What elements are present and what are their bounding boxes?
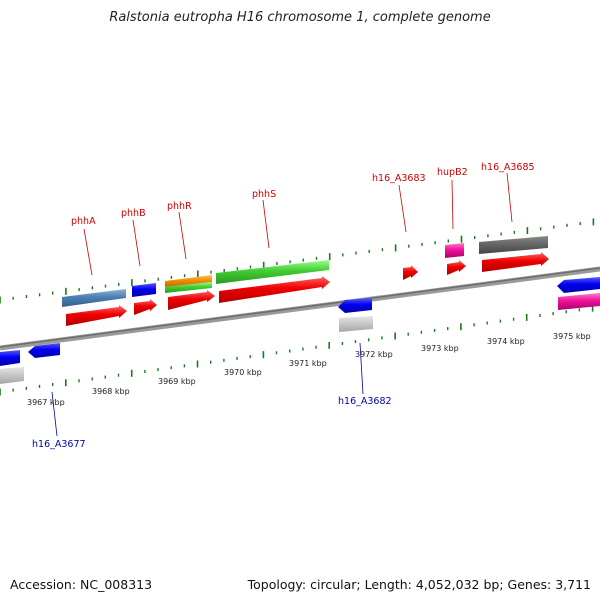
reverse-arrow-A3677 xyxy=(28,343,60,358)
scale-label-3968: 3968 kbp xyxy=(92,387,130,396)
top-scale-ticks xyxy=(0,218,595,304)
forward-arrow-phhA xyxy=(66,305,127,326)
forward-strand-outer-row xyxy=(62,236,548,307)
forward-arrow-A3683 xyxy=(403,265,418,280)
genome-title: Ralstonia eutropha H16 chromosome 1, com… xyxy=(109,10,491,25)
scale-label-3975: 3975 kbp xyxy=(553,332,591,341)
accession-label: Accession: NC_008313 xyxy=(10,577,153,592)
gene-label-phhS[interactable]: phhS xyxy=(252,189,276,200)
scale-label-3974: 3974 kbp xyxy=(487,337,525,346)
gene-label-h16-A3685[interactable]: h16_A3685 xyxy=(481,162,535,173)
reverse-arrow-left xyxy=(0,350,20,366)
top-label-leaders xyxy=(83,172,513,276)
gene-block-dark xyxy=(479,236,548,254)
gene-block-orange xyxy=(165,275,212,287)
top-gene-labels: phhA phhB phhR phhS h16_A3683 hupB2 h16_… xyxy=(71,162,535,227)
forward-arrow-phhS xyxy=(219,276,330,303)
forward-arrow-phhB xyxy=(134,299,157,315)
gene-label-phhA[interactable]: phhA xyxy=(71,216,96,227)
forward-arrow-phhR xyxy=(168,290,215,310)
gene-block-green xyxy=(216,260,329,284)
reverse-arrow-A3682 xyxy=(338,298,372,313)
gene-label-h16-A3683[interactable]: h16_A3683 xyxy=(372,173,426,184)
reverse-arrow-right xyxy=(557,277,600,293)
bottom-gene-labels: h16_A3677 h16_A3682 xyxy=(32,396,392,450)
reverse-block-grey xyxy=(339,316,373,332)
gene-label-phhB[interactable]: phhB xyxy=(121,208,146,219)
gene-label-hupB2[interactable]: hupB2 xyxy=(437,167,468,178)
forward-block-pink-right xyxy=(558,293,600,310)
reverse-strand-arrows xyxy=(0,277,600,384)
gene-label-h16-A3682[interactable]: h16_A3682 xyxy=(338,396,392,407)
scale-label-3970: 3970 kbp xyxy=(224,368,262,377)
chromosome-backbone xyxy=(0,266,600,351)
forward-arrow-hupB2 xyxy=(447,260,466,275)
scale-labels: 3967 kbp 3968 kbp 3969 kbp 3970 kbp 3971… xyxy=(27,332,591,407)
scale-label-3971: 3971 kbp xyxy=(289,359,327,368)
reverse-block-grey-left xyxy=(0,367,24,384)
scale-label-3967: 3967 kbp xyxy=(27,398,65,407)
gene-block-pink xyxy=(445,243,464,258)
scale-label-3973: 3973 kbp xyxy=(421,344,459,353)
gene-block-steel xyxy=(62,289,126,307)
bottom-label-leaders xyxy=(51,342,364,437)
scale-label-3969: 3969 kbp xyxy=(158,377,196,386)
forward-arrow-A3685 xyxy=(482,252,549,272)
forward-strand-arrows xyxy=(66,252,600,326)
gene-label-phhR[interactable]: phhR xyxy=(167,201,192,212)
gene-block-green-small xyxy=(165,282,212,293)
gene-label-h16-A3677[interactable]: h16_A3677 xyxy=(32,439,86,450)
gene-block-blue xyxy=(132,283,156,297)
scale-label-3972: 3972 kbp xyxy=(355,350,393,359)
topology-label: Topology: circular; Length: 4,052,032 bp… xyxy=(247,577,591,592)
